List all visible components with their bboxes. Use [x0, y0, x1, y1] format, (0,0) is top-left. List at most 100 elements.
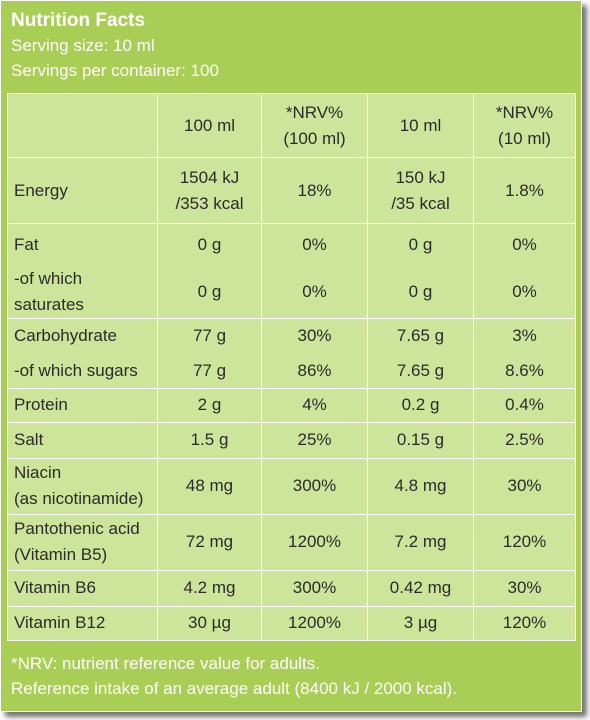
- header: Nutrition Facts Serving size: 10 ml Serv…: [11, 9, 571, 83]
- header-row: 100 ml *NRV% (100 ml) 10 ml *NRV% (10 ml…: [7, 93, 576, 158]
- nrv-10ml: 0%: [473, 223, 576, 266]
- value-100ml-line: 72 mg: [185, 532, 234, 551]
- nrv-100ml: 0%: [261, 265, 368, 319]
- nutrient-label: Energy: [7, 157, 158, 224]
- column-header-nrv-10ml-line1: *NRV%: [495, 102, 554, 122]
- value-10ml-line: 150 kJ: [395, 167, 446, 187]
- value-10ml: 150 kJ/35 kcal: [367, 157, 474, 224]
- nutrient-label: Fat: [7, 223, 158, 266]
- value-10ml: 0.2 g: [367, 387, 474, 423]
- table-row: -of which saturates 0 g 0% 0 g 0%: [7, 265, 576, 319]
- nrv-10ml: 120%: [473, 513, 576, 571]
- nrv-10ml: 30%: [473, 569, 576, 607]
- table-row: Pantothenic acid (Vitamin B5) 72 mg 1200% 7.…: [7, 513, 576, 571]
- nutrient-label-line: Protein: [14, 395, 68, 414]
- servings-per-container: Servings per container: 100: [11, 61, 219, 80]
- nrv-10ml: 0.4%: [473, 387, 576, 423]
- footer: *NRV: nutrient reference value for adult…: [11, 651, 571, 701]
- value-100ml-line: 2 g: [197, 395, 222, 414]
- value-100ml: 77 g: [157, 317, 262, 354]
- table-row: Salt 1.5 g 25% 0.15 g 2.5%: [7, 421, 576, 459]
- value-10ml: 0.42 mg: [367, 569, 474, 607]
- value-100ml: 1504 kJ/353 kcal: [157, 157, 262, 224]
- nutrient-label: -of which sugars: [7, 354, 158, 389]
- nutrient-label-line: Vitamin B12: [14, 613, 106, 632]
- value-10ml-line: 7.2 mg: [394, 532, 447, 551]
- nrv-100ml: 18%: [261, 157, 368, 224]
- table-row: Vitamin B12 30 µg 1200% 3 µg 120%: [7, 605, 576, 641]
- column-header-nrv-100ml: *NRV% (100 ml): [261, 93, 368, 158]
- nutrient-label-line: -of which sugars: [14, 360, 138, 380]
- value-100ml: 30 µg: [157, 605, 262, 641]
- table-row: Fat 0 g 0% 0 g 0%: [7, 223, 576, 266]
- value-100ml-line: 0 g: [197, 281, 222, 301]
- value-100ml: 77 g: [157, 354, 262, 389]
- footer-note-reference-intake: Reference intake of an average adult (84…: [11, 679, 458, 698]
- nrv-10ml: 30%: [473, 457, 576, 515]
- value-10ml: 7.65 g: [367, 354, 474, 389]
- value-100ml: 0 g: [157, 223, 262, 266]
- value-10ml: 0 g: [367, 223, 474, 266]
- value-100ml: 0 g: [157, 265, 262, 319]
- value-100ml-line: 0 g: [197, 234, 222, 254]
- value-10ml: 7.65 g: [367, 317, 474, 354]
- nrv-100ml: 0%: [261, 223, 368, 266]
- nutrient-label-line: Pantothenic acid: [14, 519, 140, 538]
- value-10ml: 7.2 mg: [367, 513, 474, 571]
- value-100ml: 48 mg: [157, 457, 262, 515]
- nrv-10ml: 8.6%: [473, 354, 576, 389]
- value-100ml-line: 1.5 g: [190, 430, 229, 449]
- nrv-100ml: 1200%: [261, 605, 368, 641]
- title: Nutrition Facts: [11, 10, 146, 31]
- value-100ml: 1.5 g: [157, 421, 262, 459]
- nrv-100ml: 300%: [261, 569, 368, 607]
- value-100ml: 4.2 mg: [157, 569, 262, 607]
- value-10ml-line: 7.65 g: [396, 360, 445, 380]
- nrv-10ml: 0%: [473, 265, 576, 319]
- nutrient-label-line: (Vitamin B5): [14, 545, 108, 564]
- nutrient-label: Salt: [7, 421, 158, 459]
- table-row: Niacin (as nicotinamide) 48 mg 300% 4.8 mg 30…: [7, 457, 576, 515]
- value-100ml-line: 48 mg: [185, 476, 234, 495]
- nutrient-label: -of which saturates: [7, 265, 158, 319]
- nutrient-label-line: Energy: [14, 180, 68, 200]
- column-header-nrv-10ml: *NRV% (10 ml): [473, 93, 576, 158]
- value-10ml-line: 4.8 mg: [394, 476, 447, 495]
- value-10ml: 0.15 g: [367, 421, 474, 459]
- column-header-nrv-100ml-line1: *NRV%: [285, 102, 344, 122]
- nutrient-label-line: Niacin: [14, 463, 62, 482]
- value-100ml-line: /353 kcal: [175, 193, 244, 213]
- value-10ml: 4.8 mg: [367, 457, 474, 515]
- value-10ml-line: 0 g: [408, 281, 433, 301]
- value-10ml: 0 g: [367, 265, 474, 319]
- nutrient-label-line: Carbohydrate: [14, 326, 118, 346]
- column-header-100ml: 100 ml: [157, 93, 262, 158]
- nutrient-label-line: saturates: [14, 294, 84, 314]
- nrv-100ml: 30%: [261, 317, 368, 354]
- value-100ml-line: 4.2 mg: [183, 578, 236, 597]
- nutrient-label-line: Fat: [14, 234, 39, 254]
- nrv-100ml: 25%: [261, 421, 368, 459]
- value-100ml-line: 1504 kJ: [179, 167, 240, 187]
- value-100ml-line: 77 g: [192, 360, 227, 380]
- nutrient-label: Carbohydrate: [7, 317, 158, 354]
- value-10ml: 3 µg: [367, 605, 474, 641]
- column-header-nrv-100ml-line2: (100 ml): [283, 128, 346, 148]
- nutrient-label-line: Vitamin B6: [14, 578, 96, 597]
- nutrition-facts-panel: Nutrition Facts Serving size: 10 ml Serv…: [0, 0, 582, 712]
- serving-size: Serving size: 10 ml: [11, 36, 155, 55]
- header-label-cell: [7, 93, 158, 158]
- value-10ml-line: 3 µg: [403, 613, 438, 632]
- nutrient-label-line: -of which: [14, 268, 83, 288]
- nutrient-label: Pantothenic acid (Vitamin B5): [7, 513, 158, 571]
- nrv-10ml: 120%: [473, 605, 576, 641]
- value-10ml-line: /35 kcal: [391, 193, 450, 213]
- nutrient-label: Protein: [7, 387, 158, 423]
- nrv-10ml: 3%: [473, 317, 576, 354]
- nrv-10ml: 2.5%: [473, 421, 576, 459]
- nutrient-label: Vitamin B6: [7, 569, 158, 607]
- value-100ml-line: 77 g: [192, 326, 227, 346]
- column-header-10ml: 10 ml: [367, 93, 474, 158]
- table-row: -of which sugars 77 g 86% 7.65 g 8.6%: [7, 354, 576, 389]
- nrv-100ml: 1200%: [261, 513, 368, 571]
